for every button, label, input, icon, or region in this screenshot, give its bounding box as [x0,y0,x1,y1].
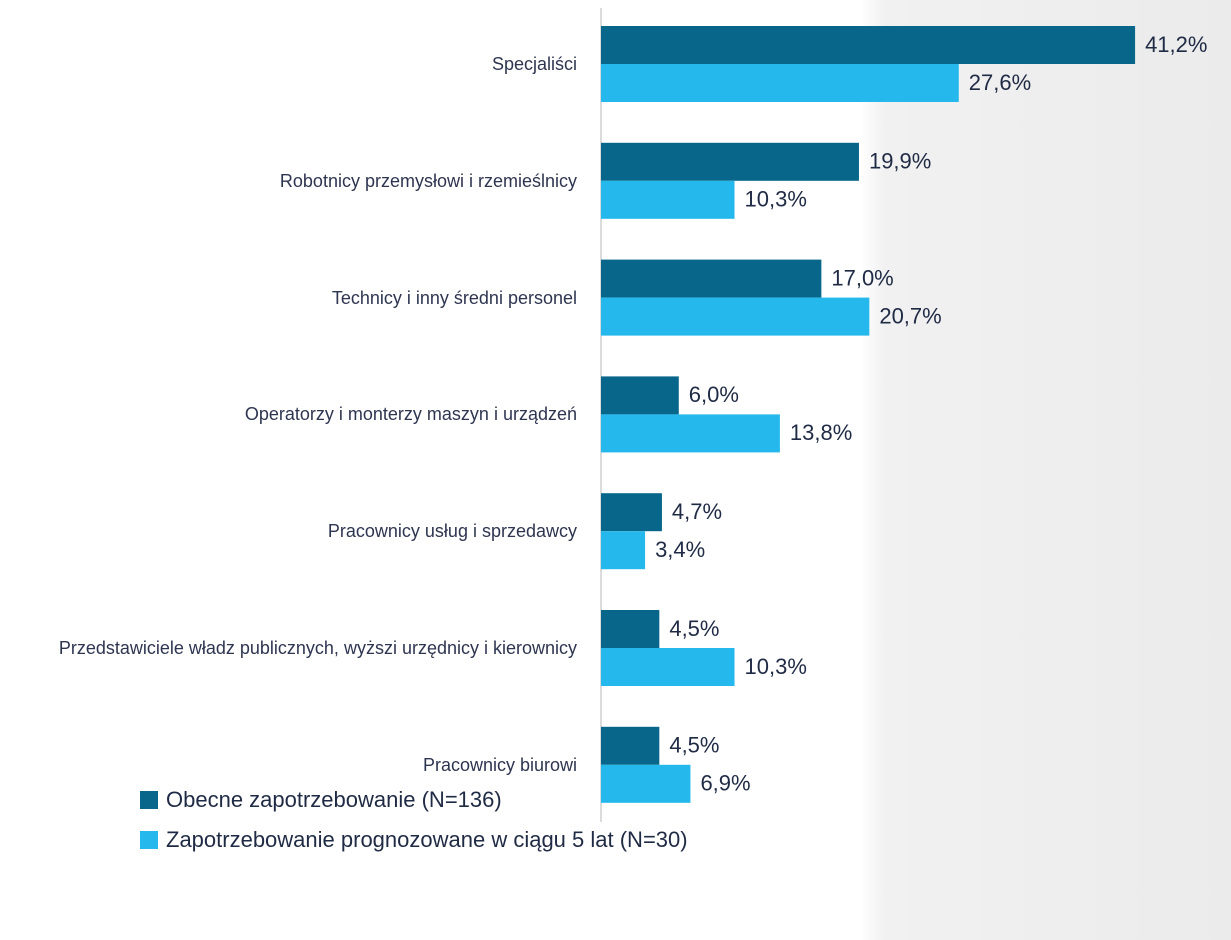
value-label: 4,7% [672,499,722,524]
value-label: 4,5% [669,733,719,758]
category-label: Pracownicy biurowi [422,754,577,775]
category-label: Przedstawiciele władz publicznych, wyższ… [58,638,577,658]
bar [601,26,1136,64]
bar [601,259,822,298]
value-label: 3,4% [655,537,705,562]
bar [601,493,662,532]
value-label: 10,3% [745,187,807,212]
bar [601,648,735,686]
value-label: 6,0% [689,382,739,407]
legend-label: Zapotrzebowanie prognozowane w ciągu 5 l… [166,827,688,852]
category-label: Pracownicy usług i sprzedawcy [327,521,577,542]
bar [601,531,646,570]
category-label: Technicy i inny średni personel [331,287,577,308]
value-label: 13,8% [790,420,852,445]
value-label: 27,6% [969,70,1031,95]
value-label: 4,5% [669,616,719,641]
legend-swatch [140,791,158,809]
bar [601,610,660,648]
value-label: 19,9% [869,149,931,174]
category-label: Operatorzy i monterzy maszyn i urządzeń [244,404,577,425]
bar [601,376,679,415]
value-label: 20,7% [879,303,941,328]
bar [601,180,735,219]
bar [601,726,660,765]
value-label: 6,9% [700,771,750,796]
bar [601,764,691,803]
legend-label: Obecne zapotrzebowanie (N=136) [166,787,502,812]
bar [601,142,859,181]
bar [601,414,780,453]
value-label: 41,2% [1145,32,1207,57]
bar [601,64,959,102]
legend-swatch [140,831,158,849]
category-label: Specjaliści [491,54,577,74]
value-label: 10,3% [745,654,807,679]
bar [601,297,870,336]
value-label: 17,0% [831,265,893,290]
category-label: Robotnicy przemysłowi i rzemieślnicy [279,170,577,191]
